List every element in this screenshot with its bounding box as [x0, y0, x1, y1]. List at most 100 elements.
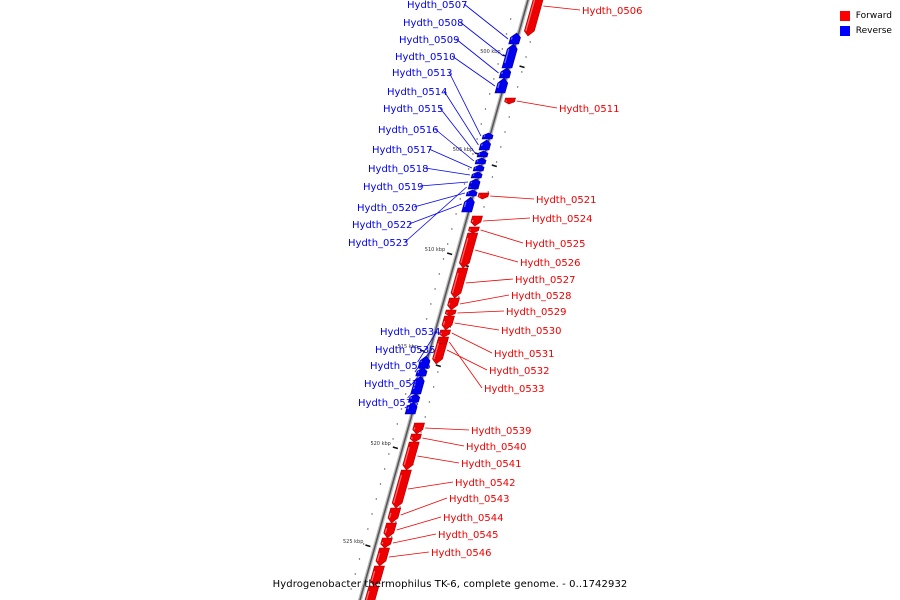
gene-highlight: [504, 48, 510, 64]
gene-arrow-hydth-0541[interactable]: [402, 441, 420, 471]
gene-label[interactable]: Hydth_0539: [471, 426, 532, 437]
gene-highlight: [371, 570, 376, 582]
minor-tick-dot: [455, 213, 457, 215]
legend-label-forward: Forward: [855, 10, 892, 21]
gene-arrow-hydth-0511[interactable]: [504, 97, 516, 105]
gene-arrow-hydth-0510[interactable]: [494, 77, 509, 94]
kbp-tick-label: 505 kbp: [453, 147, 473, 153]
gene-label[interactable]: Hydth_0527: [515, 275, 576, 286]
gene-label[interactable]: Hydth_0528: [511, 291, 572, 302]
gene-label[interactable]: Hydth_0508: [403, 18, 464, 29]
gene-arrow-hydth-0532[interactable]: [432, 336, 450, 365]
leader-line: [457, 310, 505, 314]
gene-label[interactable]: Hydth_0524: [532, 214, 593, 225]
gene-highlight: [442, 320, 446, 326]
leader-line: [428, 148, 473, 169]
gene-arrow-hydth-0528[interactable]: [447, 297, 460, 311]
gene-highlight: [393, 474, 403, 504]
kbp-tick-label: 515 kbp: [398, 344, 418, 350]
gene-label[interactable]: Hydth_0513: [392, 68, 453, 79]
gene-label[interactable]: Hydth_0514: [387, 87, 448, 98]
gene-label[interactable]: Hydth_0515: [383, 104, 444, 115]
gene-label[interactable]: Hydth_0511: [559, 104, 620, 115]
gene-label[interactable]: Hydth_0538: [358, 398, 419, 409]
gene-label[interactable]: Hydth_0510: [395, 52, 456, 63]
gene-label[interactable]: Hydth_0540: [466, 442, 527, 453]
gene-label[interactable]: Hydth_0536: [370, 361, 431, 372]
gene-arrow-hydth-0522[interactable]: [461, 196, 475, 213]
gene-label[interactable]: Hydth_0509: [399, 35, 460, 46]
gene-label[interactable]: Hydth_0518: [368, 164, 429, 175]
gene-arrow-hydth-0513[interactable]: [481, 132, 494, 140]
gene-arrow-hydth-0539[interactable]: [412, 422, 425, 435]
minor-tick-dot: [400, 408, 403, 410]
leader-line: [459, 294, 510, 305]
gene-arrow-hydth-0546[interactable]: [375, 547, 390, 567]
gene-label[interactable]: Hydth_0533: [484, 384, 545, 395]
minor-tick-dot: [430, 303, 432, 305]
gene-arrow-hydth-0516[interactable]: [474, 157, 487, 165]
leader-line: [424, 167, 471, 176]
leader-lines-layer: [388, 3, 581, 558]
gene-label[interactable]: Hydth_0522: [352, 220, 413, 231]
gene-arrow-hydth-0517[interactable]: [472, 164, 485, 172]
gene-arrow-hydth-0544[interactable]: [383, 522, 397, 539]
gene-label[interactable]: Hydth_0546: [431, 548, 492, 559]
gene-arrow-hydth-0525[interactable]: [468, 226, 480, 234]
gene-arrow-hydth-0523[interactable]: [467, 184, 480, 190]
gene-label[interactable]: Hydth_0530: [501, 326, 562, 337]
gene-arrow-hydth-0526[interactable]: [459, 232, 479, 269]
gene-label[interactable]: Hydth_0544: [443, 513, 504, 524]
minor-tick-dot: [480, 123, 482, 125]
gene-arrow-hydth-0514[interactable]: [478, 139, 492, 151]
gene-arrow-hydth-0531[interactable]: [439, 329, 451, 338]
gene-arrow-hydth-0506[interactable]: [523, 0, 544, 37]
gene-label[interactable]: Hydth_0525: [525, 239, 586, 250]
gene-label[interactable]: Hydth_0529: [506, 307, 567, 318]
gene-label[interactable]: Hydth_0542: [455, 478, 516, 489]
gene-label[interactable]: Hydth_0517: [372, 145, 433, 156]
gene-label[interactable]: Hydth_0535: [375, 345, 436, 356]
gene-highlight: [384, 527, 388, 534]
gene-label[interactable]: Hydth_0507: [407, 0, 468, 11]
gene-arrow-hydth-0527[interactable]: [450, 267, 469, 299]
gene-arrow-unlabeled[interactable]: [364, 585, 380, 600]
gene-label[interactable]: Hydth_0521: [536, 195, 597, 206]
gene-label[interactable]: Hydth_0537: [364, 379, 425, 390]
leader-line: [480, 229, 524, 244]
gene-label[interactable]: Hydth_0520: [357, 203, 418, 214]
gene-arrow-hydth-0520[interactable]: [465, 189, 478, 197]
gene-arrow-hydth-0515[interactable]: [476, 150, 489, 158]
gene-arrow-hydth-0524[interactable]: [470, 215, 483, 227]
gene-highlight: [407, 406, 410, 410]
minor-tick-dot: [521, 71, 523, 73]
gene-arrow-hydth-0529[interactable]: [444, 309, 457, 317]
gene-label[interactable]: Hydth_0523: [348, 238, 409, 249]
minor-tick-dot: [354, 573, 356, 575]
gene-label[interactable]: Hydth_0531: [494, 349, 555, 360]
leader-line: [454, 322, 500, 331]
gene-label[interactable]: Hydth_0519: [363, 182, 424, 193]
gene-label[interactable]: Hydth_0532: [489, 366, 550, 377]
gene-highlight: [388, 512, 392, 519]
gene-arrow-hydth-0521[interactable]: [477, 192, 490, 200]
gene-arrow-hydth-0545[interactable]: [380, 537, 393, 549]
gene-arrow-hydth-0543[interactable]: [387, 507, 402, 524]
gene-arrow-hydth-0533[interactable]: [436, 339, 449, 345]
gene-label[interactable]: Hydth_0526: [520, 258, 581, 269]
gene-label[interactable]: Hydth_0516: [378, 125, 439, 136]
gene-arrow-hydth-0518[interactable]: [470, 171, 483, 179]
gene-arrow-hydth-0540[interactable]: [409, 433, 422, 443]
leader-line: [417, 330, 438, 363]
gene-label[interactable]: Hydth_0541: [461, 459, 522, 470]
leader-line: [413, 192, 466, 208]
gene-arrow-hydth-0530[interactable]: [441, 315, 455, 331]
leader-line: [448, 341, 483, 389]
gene-arrow-hydth-0542[interactable]: [391, 469, 412, 509]
gene-label[interactable]: Hydth_0506: [582, 6, 643, 17]
gene-arrow-unlabeled[interactable]: [369, 565, 385, 587]
major-tick-mark: [491, 164, 498, 168]
gene-label[interactable]: Hydth_0534: [380, 327, 441, 338]
gene-label[interactable]: Hydth_0545: [438, 530, 499, 541]
gene-label[interactable]: Hydth_0543: [449, 494, 510, 505]
